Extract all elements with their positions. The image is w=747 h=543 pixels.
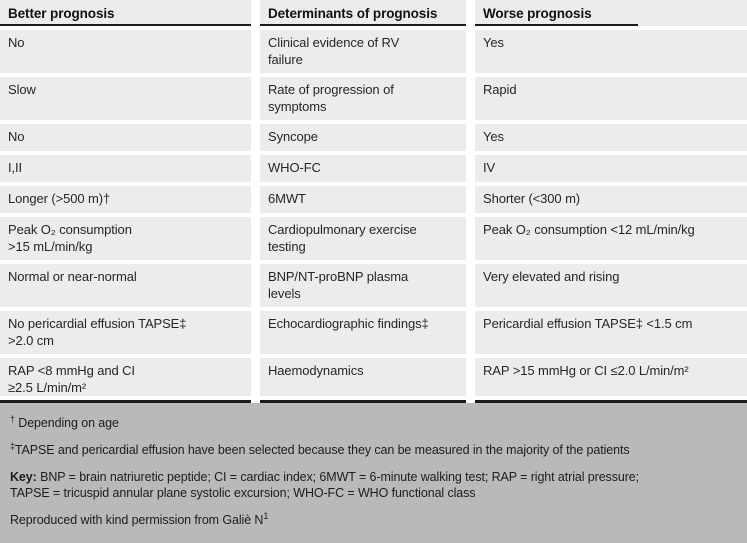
cell-worse-bnp: Very elevated and rising [475, 264, 747, 307]
table-footnotes: † Depending on age ‡TAPSE and pericardia… [0, 403, 747, 543]
column-header-better-prognosis: Better prognosis [0, 0, 251, 26]
cell-determinant-progression: Rate of progression of symptoms [260, 77, 466, 120]
cell-determinant-cpet: Cardiopulmonary exercise testing [260, 217, 466, 260]
reference-marker: 1 [263, 510, 269, 521]
attribution: Reproduced with kind permission from Gal… [10, 510, 269, 527]
footnote-double-dagger: ‡TAPSE and pericardial effusion have bee… [10, 440, 630, 457]
cell-better-syncope: No [0, 124, 251, 151]
cell-worse-echo: Pericardial effusion TAPSE‡ <1.5 cm [475, 311, 747, 354]
cell-determinant-haemodynamics: Haemodynamics [260, 358, 466, 396]
cell-better-haemodynamics: RAP <8 mmHg and CI ≥2.5 L/min/m² [0, 358, 251, 396]
double-dagger-marker: ‡ [10, 440, 15, 451]
cell-worse-haemodynamics: RAP >15 mmHg or CI ≤2.0 L/min/m² [475, 358, 747, 396]
cell-worse-rv-failure: Yes [475, 30, 747, 73]
cell-worse-whofc: IV [475, 155, 747, 182]
cell-worse-progression: Rapid [475, 77, 747, 120]
cell-better-progression: Slow [0, 77, 251, 120]
cell-determinant-echo: Echocardiographic findings‡ [260, 311, 466, 354]
cell-determinant-whofc: WHO-FC [260, 155, 466, 182]
table-bottom-rule [475, 400, 747, 403]
cell-worse-6mwt: Shorter (<300 m) [475, 186, 747, 213]
column-header-determinants-of-prognosis: Determinants of prognosis [260, 0, 466, 26]
prognosis-table: Better prognosis Determinants of prognos… [0, 0, 747, 403]
column-header-worse-prognosis: Worse prognosis [475, 0, 747, 26]
cell-determinant-bnp: BNP/NT-proBNP plasma levels [260, 264, 466, 307]
cell-better-rv-failure: No [0, 30, 251, 73]
key-label: Key: [10, 470, 37, 484]
dagger-marker: † [10, 413, 15, 424]
cell-better-echo: No pericardial effusion TAPSE‡ >2.0 cm [0, 311, 251, 354]
footnote-dagger: † Depending on age [10, 413, 119, 430]
cell-determinant-rv-failure: Clinical evidence of RV failure [260, 30, 466, 73]
cell-better-whofc: I,II [0, 155, 251, 182]
cell-better-cpet: Peak O₂ consumption >15 mL/min/kg [0, 217, 251, 260]
cell-determinant-syncope: Syncope [260, 124, 466, 151]
cell-determinant-6mwt: 6MWT [260, 186, 466, 213]
cell-worse-syncope: Yes [475, 124, 747, 151]
table-bottom-rule [260, 400, 466, 403]
cell-worse-cpet: Peak O₂ consumption <12 mL/min/kg [475, 217, 747, 260]
table-bottom-rule [0, 400, 251, 403]
abbreviation-key: Key: BNP = brain natriuretic peptide; CI… [10, 470, 639, 500]
cell-better-6mwt: Longer (>500 m)† [0, 186, 251, 213]
cell-better-bnp: Normal or near-normal [0, 264, 251, 307]
